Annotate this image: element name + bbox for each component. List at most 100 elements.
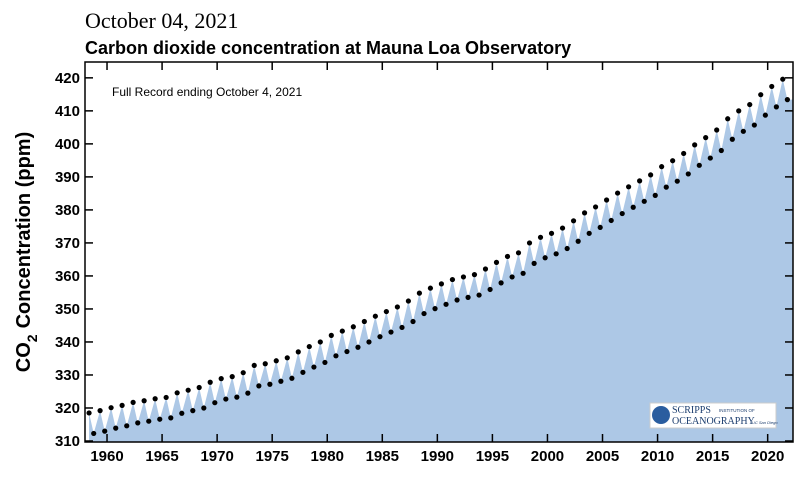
- y-tick-label: 330: [55, 367, 80, 384]
- x-tick-label: 1960: [90, 448, 123, 465]
- data-point: [251, 362, 257, 369]
- data-point: [762, 112, 768, 118]
- y-tick-label: 390: [55, 169, 80, 186]
- data-point: [372, 313, 378, 319]
- logo-text: INSTITUTION OF: [719, 408, 755, 413]
- data-point: [295, 349, 301, 355]
- data-point: [504, 253, 511, 260]
- data-point: [751, 122, 757, 128]
- data-point: [350, 324, 356, 330]
- data-point: [394, 304, 400, 310]
- y-tick-label: 350: [55, 301, 80, 318]
- data-point: [465, 294, 471, 300]
- data-point: [300, 369, 306, 375]
- logo-globe: [652, 406, 670, 424]
- data-point: [614, 190, 621, 196]
- data-point: [284, 355, 290, 361]
- logo: SCRIPPS INSTITUTION OF OCEANOGRAPHY UC S…: [649, 402, 778, 429]
- data-point: [333, 353, 339, 359]
- data-point: [278, 378, 284, 384]
- data-point: [674, 178, 680, 184]
- x-tick-label: 2010: [641, 448, 674, 465]
- data-point: [740, 128, 746, 134]
- data-point: [163, 394, 169, 401]
- data-point: [229, 374, 235, 380]
- data-point: [185, 387, 191, 393]
- data-point: [179, 410, 185, 416]
- data-point: [581, 210, 588, 216]
- x-tick-label: 1990: [421, 448, 454, 465]
- data-point: [703, 135, 709, 141]
- y-tick-label: 410: [55, 103, 80, 120]
- data-point: [714, 127, 720, 133]
- y-tick-label: 320: [55, 400, 80, 417]
- data-point: [773, 104, 779, 110]
- data-point: [91, 430, 97, 437]
- data-point: [498, 280, 504, 286]
- data-point: [388, 329, 394, 335]
- data-point: [267, 381, 273, 387]
- data-point: [758, 92, 764, 98]
- data-point: [262, 361, 268, 367]
- data-point: [168, 415, 174, 421]
- data-point: [718, 147, 724, 154]
- data-point: [449, 276, 456, 283]
- data-point: [515, 250, 522, 256]
- data-point: [476, 292, 482, 298]
- data-point: [190, 408, 196, 414]
- data-point: [421, 310, 427, 317]
- data-point: [564, 245, 570, 252]
- data-point: [648, 172, 654, 178]
- chart-title: Carbon dioxide concentration at Mauna Lo…: [85, 38, 571, 58]
- data-point: [619, 210, 625, 217]
- data-point: [626, 184, 632, 190]
- data-point: [559, 225, 566, 231]
- data-point: [223, 396, 229, 402]
- data-point: [608, 217, 614, 224]
- data-point: [537, 234, 544, 240]
- data-point: [586, 230, 592, 236]
- data-point: [692, 142, 698, 148]
- data-point: [328, 332, 334, 338]
- area: [89, 79, 793, 443]
- date-heading: October 04, 2021: [85, 8, 238, 33]
- y-tick-label: 380: [55, 202, 80, 219]
- y-axis-label: CO2 Concentration (ppm): [13, 132, 40, 372]
- x-tick-label: 2000: [531, 448, 564, 465]
- data-point: [157, 416, 163, 422]
- logo-text: UC San Diego: [752, 420, 778, 425]
- plot-frame: [84, 61, 794, 443]
- data-point: [769, 83, 775, 90]
- data-point: [438, 281, 445, 287]
- x-tick-label: 2020: [751, 448, 784, 465]
- y-label-part: Concentration (ppm): [13, 132, 35, 329]
- data-point: [509, 274, 515, 280]
- data-point: [218, 376, 224, 382]
- data-point: [410, 318, 416, 325]
- data-point: [487, 286, 493, 293]
- data-point: [427, 285, 434, 291]
- data-point: [135, 420, 141, 426]
- data-point: [548, 230, 555, 236]
- y-tick-label: 340: [55, 334, 80, 351]
- data-point: [482, 266, 489, 272]
- data-point: [542, 255, 548, 261]
- logo-text: SCRIPPS: [672, 405, 711, 416]
- data-point: [383, 308, 389, 315]
- data-point: [696, 162, 702, 168]
- data-point: [361, 318, 367, 325]
- annotation: Full Record ending October 4, 2021: [112, 85, 302, 99]
- data-point: [344, 348, 350, 355]
- data-point: [681, 150, 687, 157]
- data-point: [493, 259, 500, 265]
- logo-text: OCEANOGRAPHY: [672, 416, 755, 427]
- plot: 310 320 330 340 350 360 370 380 390 400 410 420 1960…: [55, 61, 794, 465]
- x-tick-label: 1995: [476, 448, 509, 465]
- data-point: [670, 158, 676, 164]
- data-point: [146, 418, 152, 424]
- data-point: [97, 408, 103, 414]
- data-point: [784, 97, 790, 103]
- data-point: [212, 400, 218, 406]
